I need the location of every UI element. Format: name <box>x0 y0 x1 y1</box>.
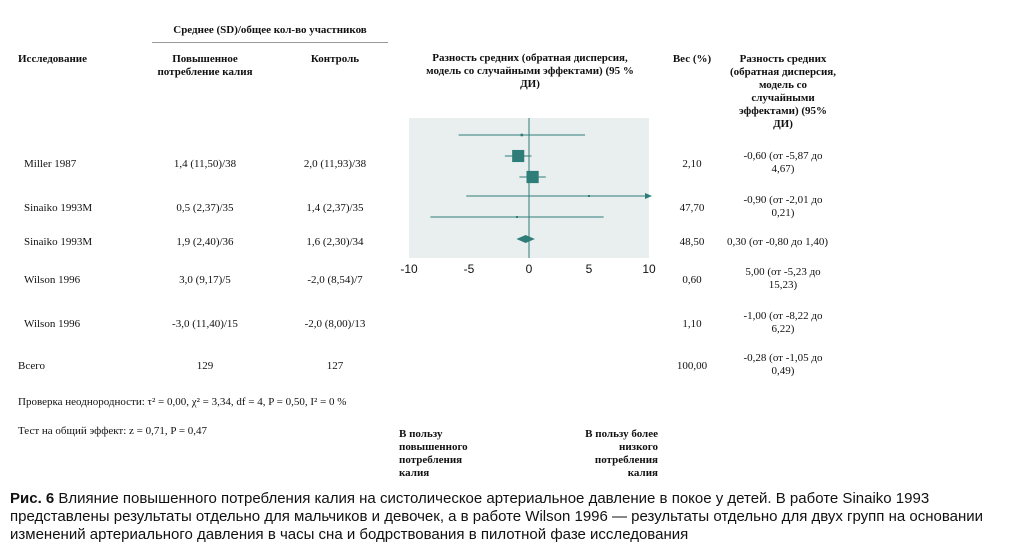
row-treatment: 3,0 (9,17)/5 <box>179 274 231 286</box>
row-control: 1,6 (2,30)/34 <box>306 236 364 248</box>
row-treatment: 1,9 (2,40)/36 <box>176 236 234 248</box>
heterogeneity-note: Проверка неоднородности: τ² = 0,00, χ² =… <box>18 396 347 408</box>
row-control: -2,0 (8,00)/13 <box>304 318 366 330</box>
row-effect: -0,90 (от -2,01 до 0,21) <box>743 194 823 219</box>
overall-diamond <box>516 235 535 243</box>
study-point <box>588 195 590 197</box>
total-label: Всего <box>18 360 45 372</box>
row-weight: 1,10 <box>682 318 702 330</box>
study-point <box>512 149 525 163</box>
study-point <box>520 133 524 137</box>
total-effect: -0,28 (от -1,05 до 0,49) <box>743 352 823 377</box>
row-effect: 0,30 (от -0,80 до 1,40) <box>727 236 828 248</box>
row-study: Sinaiko 1993M <box>24 202 93 214</box>
row-study: Wilson 1996 <box>24 318 81 330</box>
study-point <box>526 170 539 184</box>
figure-caption: Рис. 6 Влияние повышенного потребления к… <box>10 490 1015 544</box>
table-row: Wilson 1996 -3,0 (11,40)/15 -2,0 (8,00)/… <box>0 310 1024 340</box>
forest-plot: -10 -5 0 5 10 <box>400 118 656 276</box>
table-row: Sinaiko 1993M 1,9 (2,40)/36 1,6 (2,30)/3… <box>0 236 1024 252</box>
table-row: Wilson 1996 3,0 (9,17)/5 -2,0 (8,54)/7 0… <box>0 266 1024 296</box>
row-treatment: 0,5 (2,37)/35 <box>176 202 234 214</box>
ci-arrow <box>645 193 652 199</box>
row-effect: -0,60 (от -5,87 до 4,67) <box>743 150 823 175</box>
table-row: Miller 1987 1,4 (11,50)/38 2,0 (11,93)/3… <box>0 150 1024 180</box>
overall-effect-note: Тест на общий эффект: z = 0,71, P = 0,47 <box>18 425 208 437</box>
row-control: 1,4 (2,37)/35 <box>306 202 364 214</box>
table-row: Sinaiko 1993M 0,5 (2,37)/35 1,4 (2,37)/3… <box>0 193 1024 223</box>
row-effect: -1,00 (от -8,22 до 6,22) <box>743 310 823 335</box>
caption-text: Влияние повышенного потребления калия на… <box>10 490 984 543</box>
x-tick-label: 5 <box>586 262 593 276</box>
row-control: 2,0 (11,93)/38 <box>303 158 367 170</box>
x-tick-label: 0 <box>526 262 533 276</box>
x-tick-label: -10 <box>400 262 418 276</box>
col-study-header: Исследование <box>18 53 88 65</box>
row-weight: 47,70 <box>679 202 705 214</box>
col-plot-header: Разность средних (обратная дисперсия, мо… <box>426 52 634 90</box>
x-tick-label: 10 <box>642 262 656 276</box>
total-control: 127 <box>326 360 344 372</box>
row-weight: 2,10 <box>682 158 702 170</box>
favours-right-label: В пользу более низкого потребления калия <box>585 428 658 479</box>
row-treatment: -3,0 (11,40)/15 <box>172 318 238 330</box>
row-study: Wilson 1996 <box>24 274 81 286</box>
x-tick-label: -5 <box>464 262 475 276</box>
col-treatment-header: Повышенное потребление калия <box>157 53 253 78</box>
row-study: Miller 1987 <box>24 158 77 170</box>
col-control-header: Контроль <box>310 53 360 65</box>
total-row: Всего 129 127 100,00 -0,28 (от -1,05 до … <box>0 352 1024 382</box>
row-study: Sinaiko 1993M <box>24 236 93 248</box>
row-treatment: 1,4 (11,50)/38 <box>173 158 237 170</box>
group-header: Среднее (SD)/общее кол-во участников <box>173 24 367 36</box>
favours-left-label: В пользу повышенного потребления калия <box>399 428 468 479</box>
total-treatment: 129 <box>196 360 214 372</box>
row-weight: 48,50 <box>679 236 705 248</box>
row-control: -2,0 (8,54)/7 <box>307 274 363 286</box>
study-point <box>516 216 518 218</box>
col-weight-header: Вес (%) <box>672 53 712 65</box>
col-effect-header: Разность средних (обратная дисперсия, мо… <box>730 53 836 130</box>
row-effect: 5,00 (от -5,23 до 15,23) <box>745 266 821 291</box>
row-weight: 0,60 <box>682 274 702 286</box>
caption-label: Рис. 6 <box>10 490 55 507</box>
total-weight: 100,00 <box>676 360 708 372</box>
group-header-rule <box>152 42 388 43</box>
